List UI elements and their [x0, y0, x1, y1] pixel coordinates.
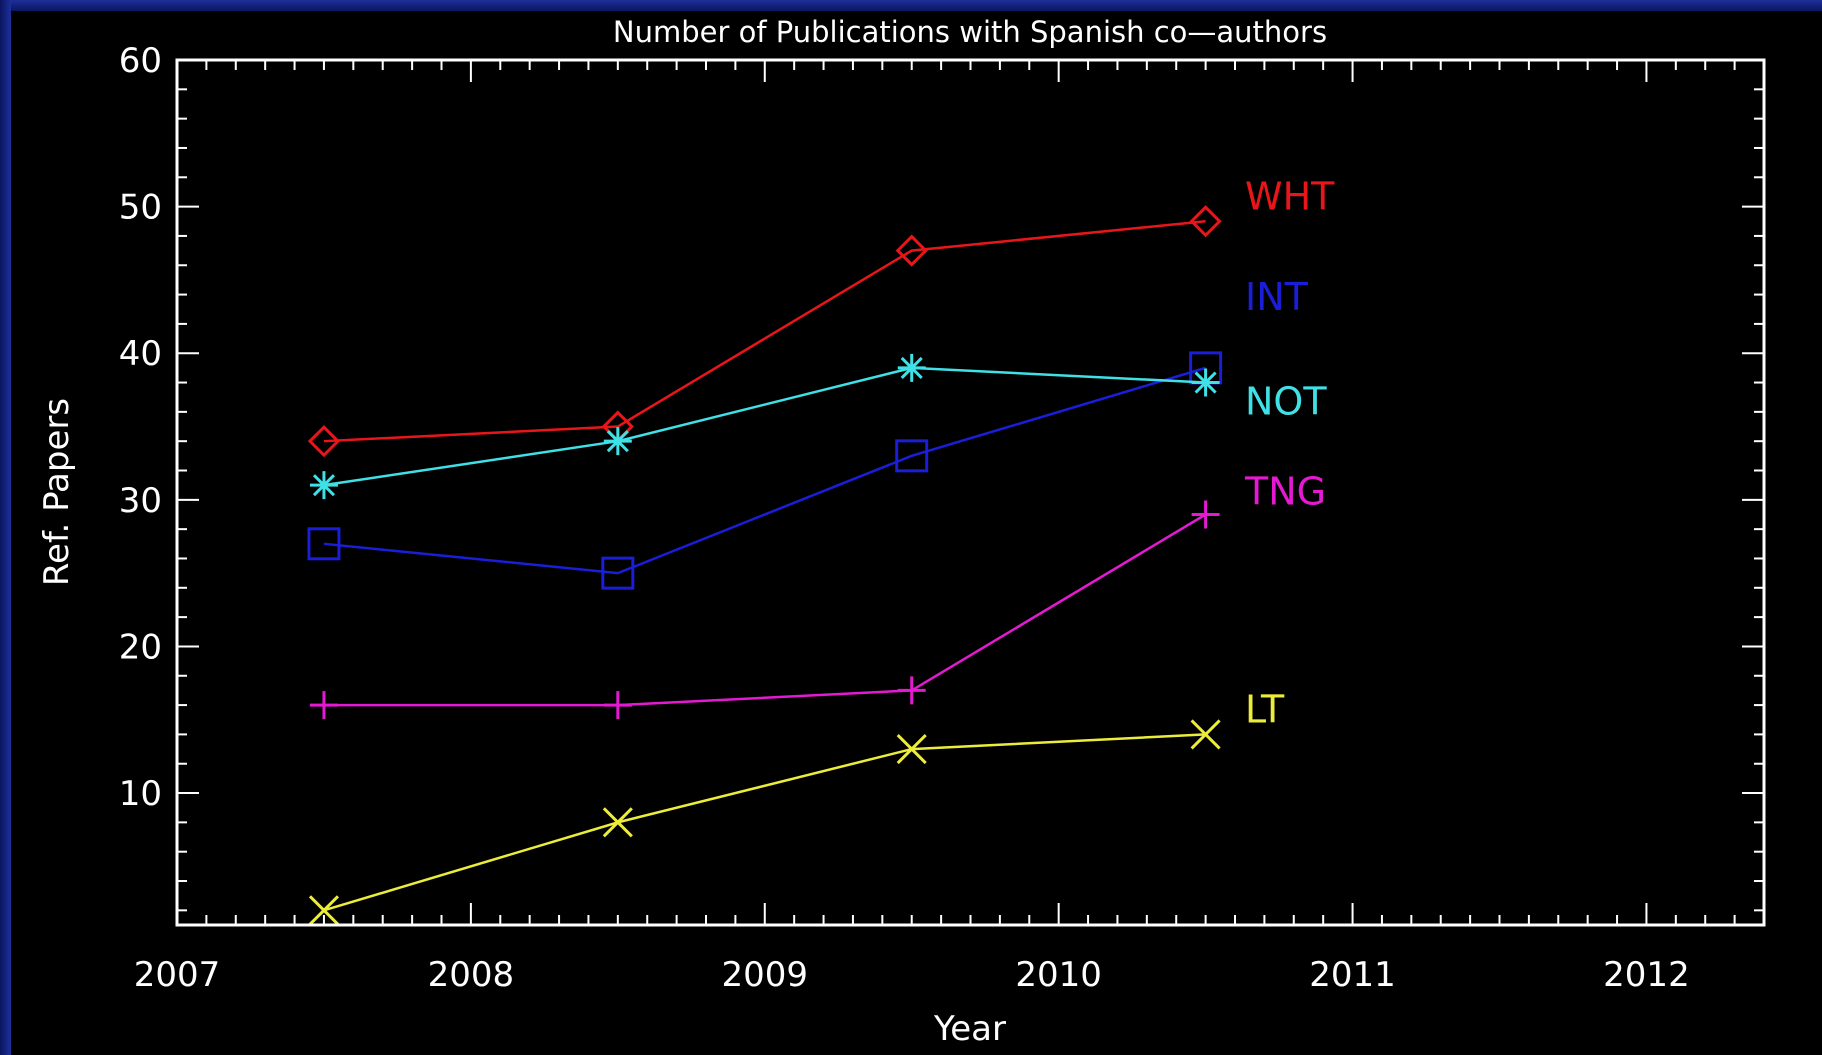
- series-label-not: NOT: [1245, 380, 1327, 424]
- series-wht: [307, 205, 1222, 458]
- series-line-int: [323, 366, 1206, 575]
- series-not: [309, 353, 1220, 500]
- y-tick-label: 60: [119, 41, 162, 81]
- chart-title: Number of Publications with Spanish co—a…: [613, 15, 1327, 49]
- data-point-lt: [1190, 719, 1221, 750]
- x-tick-label: 2007: [134, 955, 221, 995]
- series-line-tng: [323, 513, 1207, 707]
- data-point-wht: [307, 425, 341, 458]
- y-tick-label: 40: [119, 334, 162, 374]
- x-tick-label: 2009: [722, 955, 809, 995]
- series-int: [307, 351, 1223, 590]
- series-label-int: INT: [1245, 275, 1309, 319]
- data-point-tng: [1191, 500, 1220, 529]
- series-tng: [309, 500, 1220, 720]
- x-tick-label: 2010: [1015, 955, 1102, 995]
- y-tick-label: 20: [119, 627, 162, 667]
- data-point-tng: [603, 691, 632, 720]
- y-tick-label: 10: [119, 774, 162, 814]
- tick-labels: 2007 2008 2009 2010 2011 2012 10 20 30 40 50 60: [119, 41, 1690, 995]
- series-line-not: [323, 366, 1206, 487]
- data-point-not: [603, 427, 632, 456]
- plot-frame: [175, 58, 1766, 927]
- data-point-wht: [895, 234, 928, 267]
- series-label-lt: LT: [1245, 687, 1285, 731]
- series-lines: [307, 205, 1223, 926]
- series-label-tng: TNG: [1244, 469, 1326, 513]
- y-axis-label: Ref. Papers: [37, 398, 77, 586]
- data-point-not: [1191, 368, 1220, 397]
- data-point-int: [601, 556, 635, 590]
- data-point-wht: [1189, 205, 1222, 238]
- top-decorative-stripe: [0, 0, 1822, 11]
- data-point-lt: [308, 895, 340, 926]
- left-decorative-stripe: [0, 0, 11, 1055]
- y-tick-label: 50: [119, 188, 162, 228]
- data-point-not: [897, 353, 926, 382]
- x-tick-label: 2008: [428, 955, 515, 995]
- data-point-lt: [896, 734, 927, 765]
- data-point-lt: [602, 807, 633, 838]
- series-lt: [308, 719, 1221, 926]
- series-line-wht: [323, 220, 1206, 443]
- axis-ticks: [176, 59, 1765, 925]
- x-tick-label: 2012: [1603, 955, 1690, 995]
- series-label-wht: WHT: [1245, 174, 1335, 218]
- x-tick-label: 2011: [1309, 955, 1396, 995]
- series-labels: WHT INT NOT TNG LT: [1244, 174, 1335, 731]
- series-line-lt: [323, 733, 1206, 912]
- data-point-int: [895, 439, 929, 473]
- y-tick-label: 30: [119, 481, 162, 521]
- data-point-int: [307, 527, 341, 561]
- data-point-tng: [897, 676, 926, 705]
- data-point-not: [309, 471, 338, 500]
- x-axis-label: Year: [933, 1009, 1006, 1049]
- data-point-tng: [309, 691, 338, 720]
